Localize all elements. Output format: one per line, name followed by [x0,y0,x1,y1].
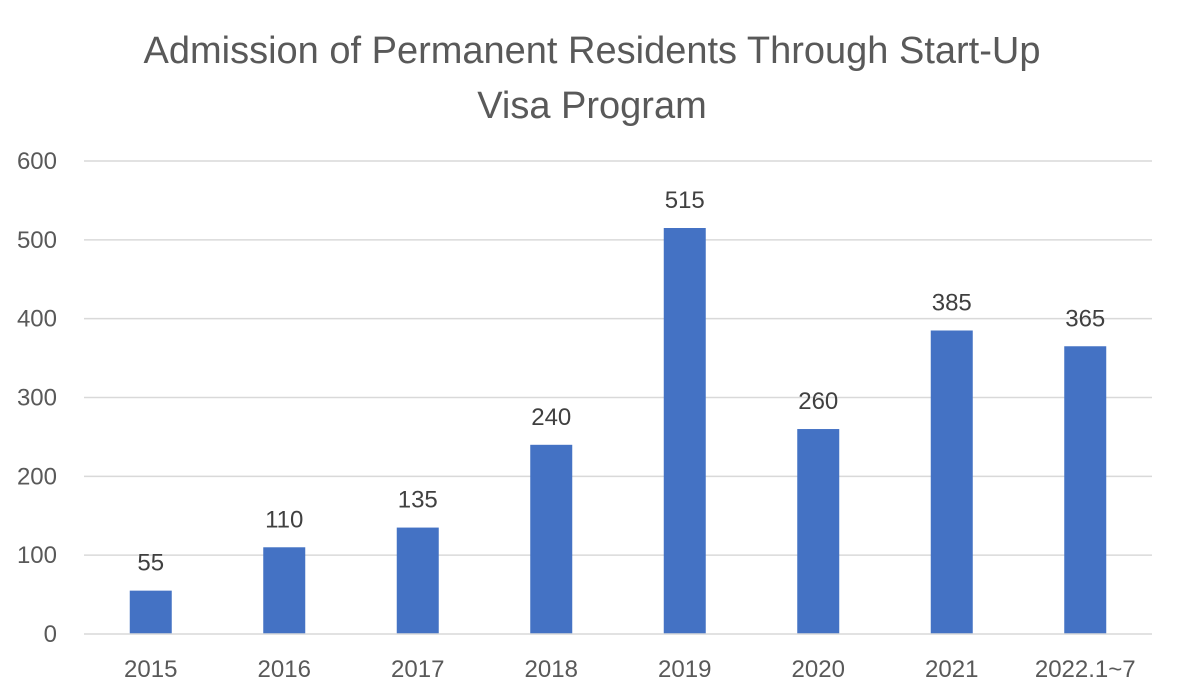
data-label-2019: 515 [665,187,705,214]
bar-2015 [129,590,172,634]
y-tick-label-400: 400 [17,306,57,333]
y-tick-label-600: 600 [17,148,57,175]
bar-2020 [797,429,840,634]
bar-2022.1~7 [1064,346,1107,634]
chart-title-line-2: Visa Program [477,85,707,127]
data-label-2015: 55 [137,550,164,577]
data-label-2022.1~7: 365 [1065,305,1105,332]
chart-title-line-1: Admission of Permanent Residents Through… [143,30,1041,72]
data-labels: 55 110 135 240 515 260 385 365 [137,187,1105,577]
chart-title: Admission of Permanent Residents Through… [0,24,1184,134]
x-tick-label-2016: 2016 [258,656,311,683]
x-tick-label-2021: 2021 [925,656,978,683]
x-tick-label-2018: 2018 [525,656,578,683]
bars [129,228,1107,634]
bar-2018 [530,444,573,634]
y-tick-label-0: 0 [44,621,57,648]
x-tick-label-2019: 2019 [658,656,711,683]
data-label-2016: 110 [265,506,303,533]
x-tick-label-2015: 2015 [124,656,177,683]
x-tick-label-2020: 2020 [792,656,845,683]
x-axis-ticks: 2015 2016 2017 2018 2019 2020 2021 2022.1~7 [124,656,1136,683]
y-tick-label-300: 300 [17,385,57,412]
gridlines [84,160,1152,556]
y-tick-label-100: 100 [17,542,57,569]
x-tick-label-2017: 2017 [391,656,444,683]
data-label-2018: 240 [531,404,571,431]
y-axis-ticks: 0 100 200 300 400 500 600 [17,148,57,648]
bar-2021 [930,330,973,634]
bar-2016 [263,547,306,634]
data-label-2020: 260 [798,388,838,415]
data-label-2017: 135 [398,487,438,514]
bar-2017 [396,527,439,634]
data-label-2021: 385 [932,289,972,316]
y-tick-label-200: 200 [17,463,57,490]
x-tick-label-2022.1~7: 2022.1~7 [1035,656,1136,683]
y-tick-label-500: 500 [17,227,57,254]
bar-2019 [663,228,706,634]
